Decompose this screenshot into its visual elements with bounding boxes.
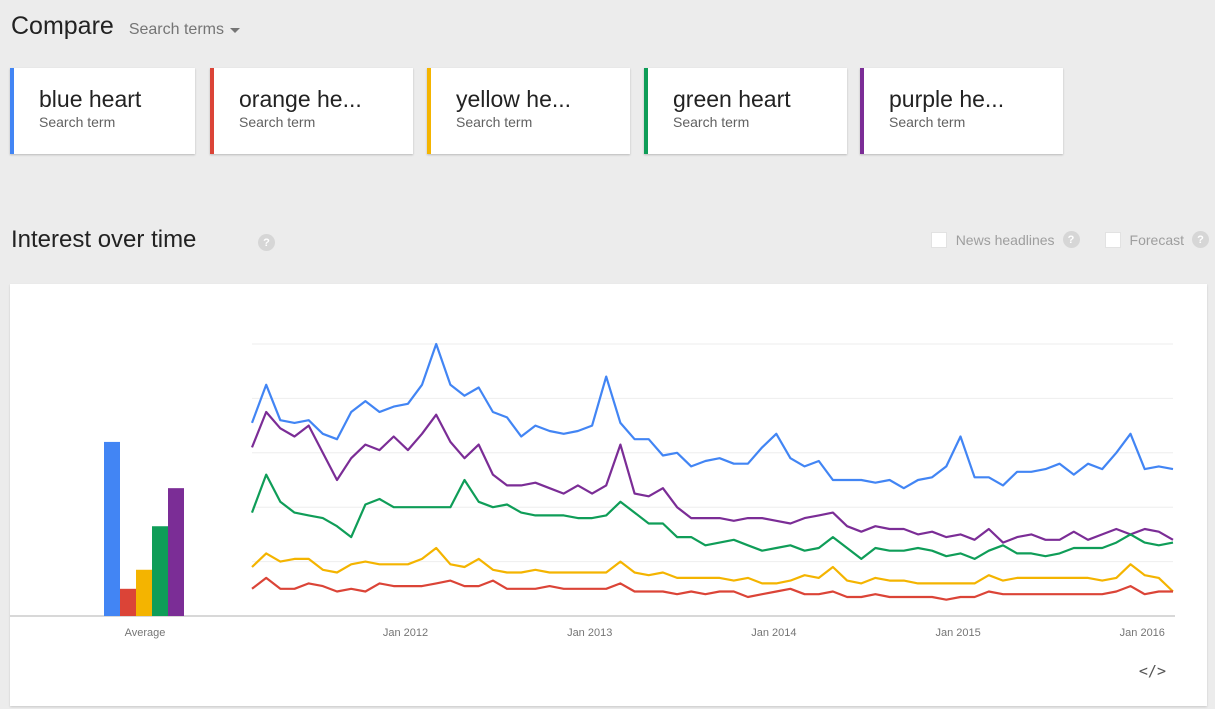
chart-options: News headlines ? Forecast ? xyxy=(906,231,1209,248)
news-headlines-label: News headlines xyxy=(955,231,1055,248)
term-type: Search term xyxy=(673,114,750,130)
help-icon[interactable]: ? xyxy=(1192,231,1209,248)
average-bar xyxy=(152,526,168,616)
search-terms-dropdown-label: Search terms xyxy=(128,21,224,38)
term-card-blue-heart[interactable]: blue heart Search term xyxy=(10,68,195,154)
average-bar xyxy=(104,441,120,616)
embed-code-icon[interactable]: </> xyxy=(1138,662,1166,680)
term-type: Search term xyxy=(239,114,316,130)
average-bar xyxy=(136,569,152,616)
series-line xyxy=(251,546,1174,593)
x-tick-label: Jan 2012 xyxy=(383,627,428,639)
news-headlines-option: News headlines ? xyxy=(930,231,1080,248)
chart-panel: Average Jan 2012 Jan 2013 Jan 2014 Jan 2015 J… xyxy=(10,284,1207,706)
compare-title: Compare xyxy=(11,12,114,40)
term-card-green-heart[interactable]: green heart Search term xyxy=(644,68,847,154)
help-icon[interactable]: ? xyxy=(1062,231,1080,248)
x-tick-label: Jan 2014 xyxy=(751,627,796,639)
compare-header: Compare Search terms xyxy=(11,12,240,41)
average-bar xyxy=(120,588,136,616)
interest-over-time-chart: Average Jan 2012 Jan 2013 Jan 2014 Jan 2015 J… xyxy=(10,342,1175,639)
average-bar xyxy=(168,488,184,616)
forecast-option: Forecast ? xyxy=(1104,231,1209,248)
term-name: yellow he... xyxy=(456,86,572,112)
forecast-checkbox[interactable] xyxy=(1104,231,1121,248)
term-name: orange he... xyxy=(239,86,362,112)
caret-down-icon xyxy=(229,27,240,33)
series-line xyxy=(250,473,1174,560)
term-name: blue heart xyxy=(39,86,142,112)
term-type: Search term xyxy=(39,114,116,130)
news-headlines-checkbox[interactable] xyxy=(930,231,947,248)
x-tick-label: Jan 2016 xyxy=(1120,627,1165,639)
term-card-orange-heart[interactable]: orange he... Search term xyxy=(210,68,413,154)
series-line xyxy=(250,342,1174,490)
forecast-label: Forecast xyxy=(1129,231,1184,248)
help-icon[interactable]: ? xyxy=(258,234,275,251)
search-terms-dropdown[interactable]: Search terms xyxy=(129,21,240,39)
x-tick-label: Jan 2013 xyxy=(567,627,612,639)
term-type: Search term xyxy=(456,114,533,130)
term-name: green heart xyxy=(673,86,791,112)
term-card-purple-heart[interactable]: purple he... Search term xyxy=(860,68,1063,154)
x-tick-label: Jan 2015 xyxy=(935,627,980,639)
term-card-yellow-heart[interactable]: yellow he... Search term xyxy=(427,68,630,154)
term-type: Search term xyxy=(889,114,966,130)
average-label: Average xyxy=(125,627,166,639)
series-line xyxy=(250,410,1174,544)
series-line xyxy=(251,576,1173,601)
interest-over-time-title: Interest over time xyxy=(11,226,197,253)
term-name: purple he... xyxy=(889,86,1005,112)
